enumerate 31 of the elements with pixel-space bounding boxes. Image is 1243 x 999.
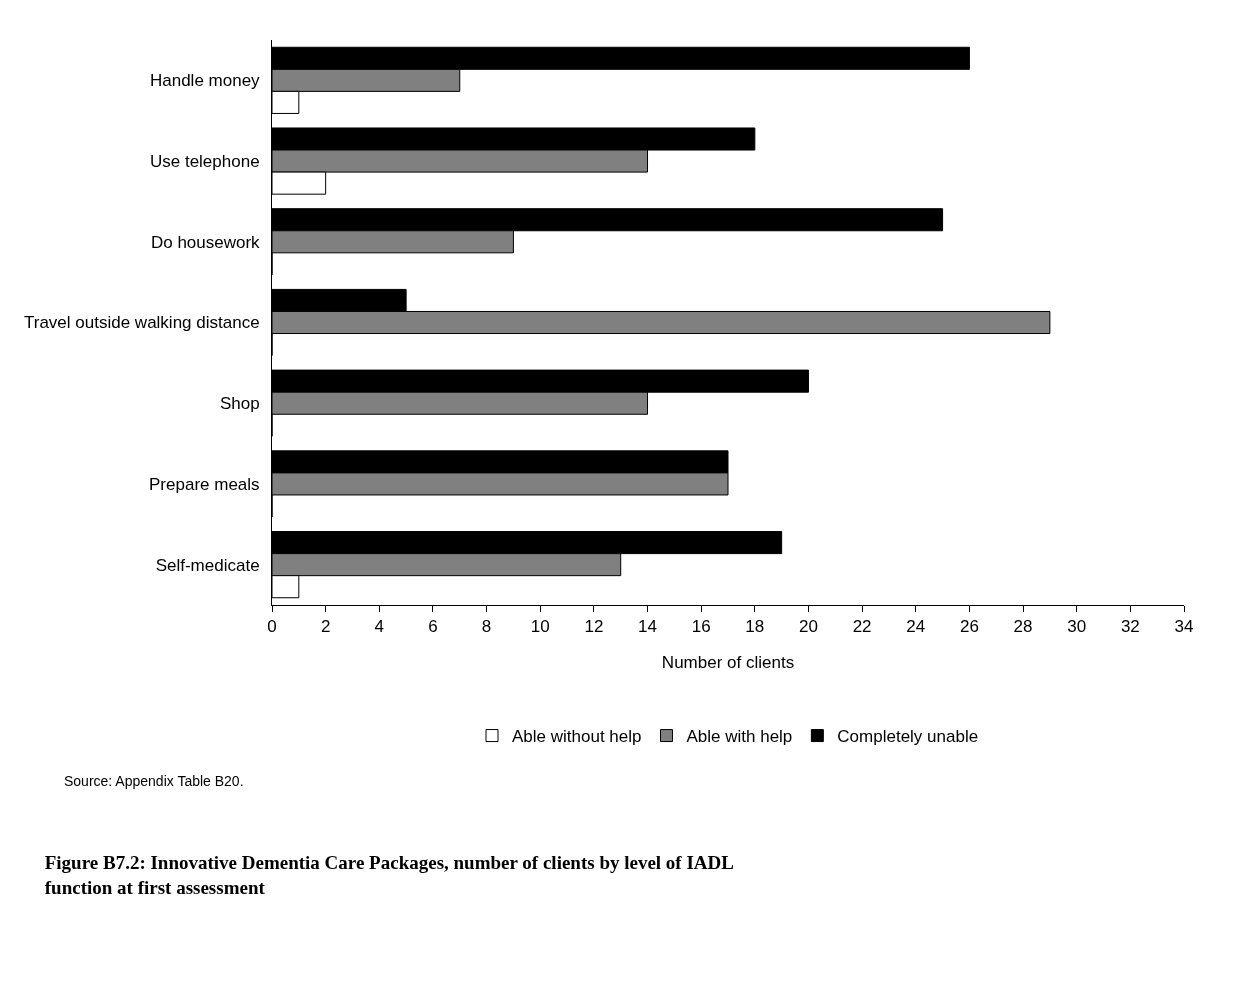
y-tick-label: Do housework [150, 232, 261, 252]
y-tick-label: Use telephone [149, 152, 260, 172]
x-tick-label: 2 [320, 617, 331, 637]
x-tick-label: 24 [906, 617, 926, 637]
legend-label: Able without help [512, 727, 642, 747]
y-tick-label: Handle money [149, 71, 261, 91]
x-tick-label: 26 [959, 617, 979, 637]
y-tick-label: Self-medicate [155, 555, 260, 575]
x-tick-label: 10 [530, 617, 550, 637]
y-tick-label: Travel outside walking distance [23, 313, 260, 333]
x-axis-title: Number of clients [661, 652, 795, 672]
legend-label: Able with help [686, 727, 793, 747]
x-tick-label: 14 [638, 617, 657, 637]
x-tick-label: 34 [1174, 617, 1194, 637]
text: Figure B7.2: Innovative Dementia Care Packages, number of clients by level of IADL function at first assessment [44, 852, 734, 898]
x-tick-label: 20 [799, 617, 818, 637]
source-note: Source: Appendix Table B20. [64, 773, 244, 789]
x-tick-label: 0 [267, 617, 277, 637]
x-tick-label: 28 [1013, 617, 1033, 637]
x-tick-label: 16 [691, 617, 711, 637]
y-tick-label: Prepare meals [149, 474, 260, 494]
x-tick-label: 8 [481, 617, 492, 637]
y-tick-label: Shop [219, 394, 260, 414]
x-tick-label: 6 [428, 617, 438, 637]
legend-label: Completely unable [837, 727, 979, 747]
x-tick-label: 22 [852, 617, 872, 637]
x-tick-label: 4 [374, 617, 385, 637]
x-tick-label: 32 [1120, 617, 1140, 637]
x-tick-label: 12 [584, 617, 604, 637]
x-tick-label: 30 [1067, 617, 1087, 637]
x-tick-label: 18 [745, 617, 765, 637]
